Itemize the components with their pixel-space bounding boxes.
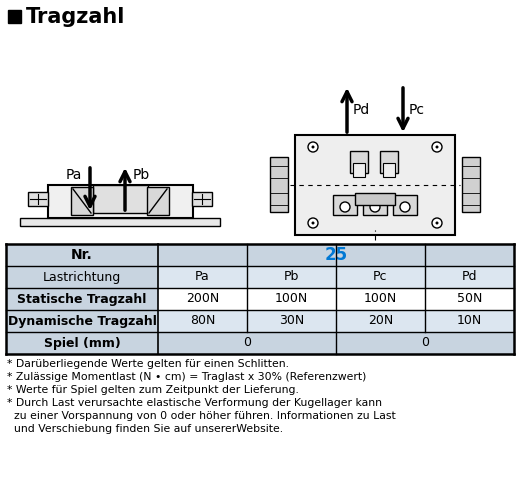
Text: * Darüberliegende Werte gelten für einen Schlitten.: * Darüberliegende Werte gelten für einen… — [7, 359, 289, 369]
Bar — [336, 310, 425, 332]
Text: 30N: 30N — [279, 315, 304, 327]
Text: Tragzahl: Tragzahl — [26, 6, 125, 27]
Bar — [462, 157, 480, 212]
Bar — [353, 163, 365, 177]
Bar — [20, 218, 220, 226]
Bar — [425, 266, 514, 288]
Bar — [6, 244, 158, 266]
Bar — [158, 244, 514, 266]
Text: 80N: 80N — [190, 315, 215, 327]
Circle shape — [340, 202, 350, 212]
Text: Spiel (mm): Spiel (mm) — [44, 336, 120, 350]
Text: 25: 25 — [324, 246, 347, 264]
Text: * Zulässige Momentlast (N • cm) = Traglast x 30% (Referenzwert): * Zulässige Momentlast (N • cm) = Tragla… — [7, 372, 367, 382]
Bar — [158, 288, 247, 310]
Circle shape — [311, 221, 315, 224]
Bar — [363, 195, 387, 215]
Text: * Werte für Spiel gelten zum Zeitpunkt der Lieferung.: * Werte für Spiel gelten zum Zeitpunkt d… — [7, 385, 299, 395]
Text: 200N: 200N — [186, 293, 219, 305]
Bar — [350, 151, 368, 173]
Text: Pc: Pc — [373, 271, 388, 283]
Bar — [247, 288, 336, 310]
Bar — [71, 187, 93, 215]
Text: * Durch Last verursachte elastische Verformung der Kugellager kann: * Durch Last verursachte elastische Verf… — [7, 398, 382, 408]
Circle shape — [432, 218, 442, 228]
Circle shape — [308, 142, 318, 152]
Bar — [147, 187, 169, 215]
Text: Nr.: Nr. — [71, 248, 93, 262]
Bar — [425, 310, 514, 332]
Circle shape — [308, 218, 318, 228]
Bar — [93, 185, 148, 213]
Bar — [393, 195, 417, 215]
Bar — [6, 332, 158, 354]
Text: 50N: 50N — [457, 293, 482, 305]
Text: 100N: 100N — [364, 293, 397, 305]
Circle shape — [436, 221, 438, 224]
Bar — [48, 185, 193, 218]
Text: Pa: Pa — [195, 271, 210, 283]
Text: Pd: Pd — [353, 103, 370, 117]
Text: 20N: 20N — [368, 315, 393, 327]
Text: 0: 0 — [421, 336, 429, 350]
Bar — [6, 288, 158, 310]
Text: Pb: Pb — [284, 271, 299, 283]
Text: Pb: Pb — [133, 168, 150, 182]
Circle shape — [311, 145, 315, 148]
Circle shape — [400, 202, 410, 212]
Text: 100N: 100N — [275, 293, 308, 305]
Bar — [383, 163, 395, 177]
Text: 10N: 10N — [457, 315, 482, 327]
Bar — [158, 310, 247, 332]
Text: Statische Tragzahl: Statische Tragzahl — [17, 293, 147, 305]
Bar — [247, 310, 336, 332]
Bar — [247, 266, 336, 288]
Text: und Verschiebung finden Sie auf unsererWebsite.: und Verschiebung finden Sie auf unsererW… — [7, 424, 283, 434]
Bar — [158, 332, 336, 354]
Bar — [28, 192, 48, 206]
Text: Pa: Pa — [66, 168, 82, 182]
Bar — [336, 288, 425, 310]
Circle shape — [370, 202, 380, 212]
Bar — [295, 135, 455, 235]
Bar — [336, 266, 425, 288]
Text: Pd: Pd — [462, 271, 477, 283]
Bar — [380, 151, 398, 173]
Circle shape — [432, 142, 442, 152]
Bar — [333, 195, 357, 215]
Circle shape — [436, 145, 438, 148]
Bar — [270, 157, 288, 212]
Bar — [355, 193, 395, 205]
Bar — [6, 310, 158, 332]
Bar — [6, 266, 158, 288]
Bar — [425, 288, 514, 310]
Text: Lastrichtung: Lastrichtung — [43, 271, 121, 283]
Text: zu einer Vorspannung von 0 oder höher führen. Informationen zu Last: zu einer Vorspannung von 0 oder höher fü… — [7, 411, 396, 421]
Text: 0: 0 — [243, 336, 251, 350]
Bar — [8, 10, 21, 23]
Bar — [336, 332, 514, 354]
Bar — [158, 266, 247, 288]
Bar — [192, 192, 212, 206]
Text: Dynamische Tragzahl: Dynamische Tragzahl — [8, 315, 157, 327]
Text: Pc: Pc — [409, 103, 425, 117]
